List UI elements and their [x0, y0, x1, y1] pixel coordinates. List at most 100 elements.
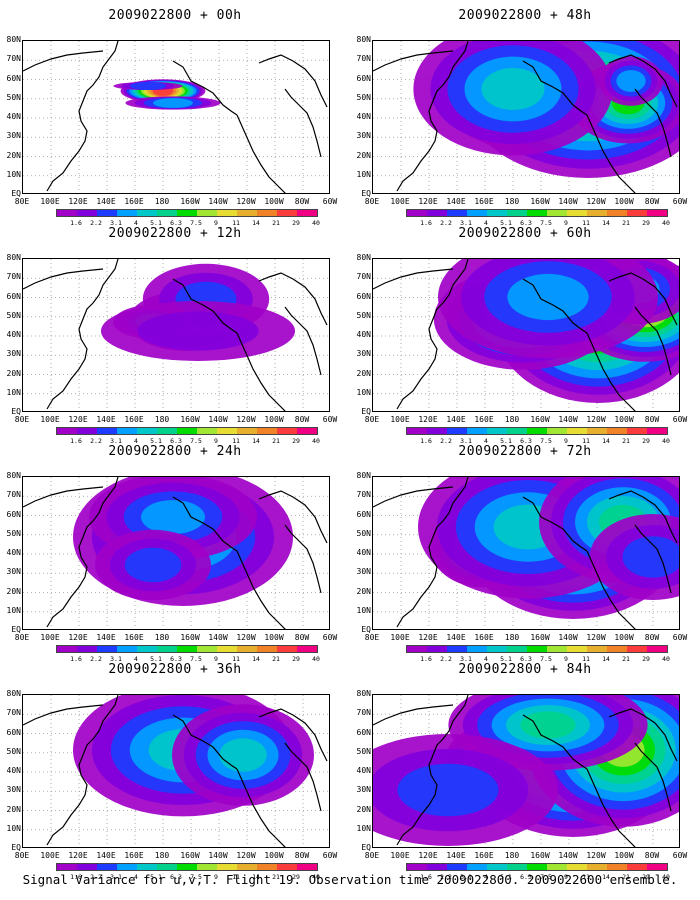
variance-contour [520, 711, 576, 739]
colorbar-level-label: 21 [622, 437, 630, 445]
colorbar-level-label: 11 [582, 219, 590, 227]
lat-tick-label: 70N [356, 54, 371, 64]
colorbar-box [57, 210, 77, 216]
lat-tick-label: 50N [356, 746, 371, 756]
colorbar-level-label: 7.5 [190, 219, 202, 227]
colorbar-level-label: 21 [622, 655, 630, 663]
variance-contour [153, 98, 193, 108]
lat-tick-label: 70N [6, 708, 21, 718]
coastline [396, 477, 469, 628]
colorbar-box [487, 210, 507, 216]
lat-tick-label: 30N [356, 349, 371, 359]
colorbar-box [527, 864, 547, 870]
lat-tick-label: 70N [6, 272, 21, 282]
colorbar-level-label: 9 [214, 219, 218, 227]
coastline [172, 714, 238, 770]
colorbar-box [297, 864, 317, 870]
lon-tick-label: 80E [14, 633, 30, 642]
lat-tick-label: 70N [356, 272, 371, 282]
colorbar-level-label: 40 [312, 437, 320, 445]
lon-tick-label: 80E [364, 197, 380, 206]
panel-title: 2009022800 + 60h [458, 226, 592, 241]
variance-contour [219, 738, 267, 772]
map-svg [373, 695, 679, 847]
lon-tick-label: 140E [96, 197, 116, 206]
colorbar-box [647, 428, 667, 434]
coastline [373, 268, 454, 290]
coastline [236, 550, 286, 629]
colorbar-level-label: 21 [272, 437, 280, 445]
map-area [372, 40, 680, 194]
coastline [608, 272, 678, 326]
lon-tick-label: 140E [446, 851, 466, 860]
colorbar-box [627, 864, 647, 870]
lon-tick-label: 100W [614, 851, 634, 860]
lat-tick-label: 20N [6, 368, 21, 378]
lon-tick-label: 60W [322, 415, 338, 424]
colorbar-box [587, 646, 607, 652]
lon-tick-label: 160E [124, 197, 144, 206]
lat-tick-label: 50N [6, 746, 21, 756]
lon-tick-label: 60W [672, 197, 688, 206]
lon-tick-label: 160W [180, 197, 200, 206]
colorbar-level-label: 6.3 [520, 437, 532, 445]
lat-tick-label: 10N [6, 823, 21, 833]
lon-tick-label: 160W [530, 197, 550, 206]
lon-tick-label: 80W [644, 633, 660, 642]
colorbar-level-label: 21 [272, 655, 280, 663]
lon-tick-label: 60W [322, 633, 338, 642]
colorbar-box [427, 210, 447, 216]
coastline [373, 704, 454, 726]
colorbar-level-label: 5.1 [500, 873, 512, 881]
coastline [586, 332, 636, 411]
coastline [373, 50, 454, 72]
lon-tick-label: 60W [672, 633, 688, 642]
lon-tick-label: 80E [364, 851, 380, 860]
colorbar-box [97, 210, 117, 216]
colorbar-box [527, 210, 547, 216]
lat-tick-label: 40N [6, 548, 21, 557]
lat-tick-label: 40N [356, 766, 371, 775]
variance-contour [141, 500, 205, 534]
colorbar-level-label: 7.5 [540, 873, 552, 881]
colorbar-box [607, 210, 627, 216]
colorbar-box [547, 210, 567, 216]
lat-tick-label: EQ [361, 189, 371, 198]
colorbar-level-label: 14 [602, 873, 610, 881]
coastline [284, 88, 322, 158]
lon-tick-label: 100W [264, 633, 284, 642]
coastline [46, 259, 119, 410]
colorbar-level-label: 5.1 [150, 219, 162, 227]
colorbar-box [257, 646, 277, 652]
colorbar-box [627, 428, 647, 434]
lat-tick-label: 20N [6, 150, 21, 160]
colorbar-box [97, 864, 117, 870]
colorbar-box [487, 428, 507, 434]
colorbar-box [117, 210, 137, 216]
lon-tick-label: 160W [530, 633, 550, 642]
colorbar-level-label: 2.2 [440, 873, 452, 881]
colorbar-box [627, 210, 647, 216]
colorbar-level-label: 29 [292, 655, 300, 663]
colorbar-level-label: 5.1 [500, 219, 512, 227]
lat-tick-label: 60N [6, 509, 21, 519]
coastline [396, 695, 469, 846]
colorbar-level-label: 14 [602, 219, 610, 227]
colorbar-box [297, 428, 317, 434]
lon-tick-label: 180 [504, 415, 520, 424]
lat-tick-label: 60N [6, 727, 21, 737]
lon-tick-label: 100W [264, 851, 284, 860]
lon-tick-label: 180 [154, 415, 170, 424]
coastline [634, 524, 672, 594]
variance-contour [124, 547, 182, 583]
lat-tick-label: 70N [6, 54, 21, 64]
colorbar-level-label: 40 [662, 873, 670, 881]
colorbar-level-label: 11 [582, 655, 590, 663]
map-svg [23, 259, 329, 411]
lon-tick-label: 140E [96, 415, 116, 424]
lon-tick-label: 160E [124, 633, 144, 642]
colorbar-level-label: 5.1 [500, 437, 512, 445]
colorbar-box [547, 646, 567, 652]
colorbar-box [607, 428, 627, 434]
lat-tick-label: 10N [6, 387, 21, 397]
